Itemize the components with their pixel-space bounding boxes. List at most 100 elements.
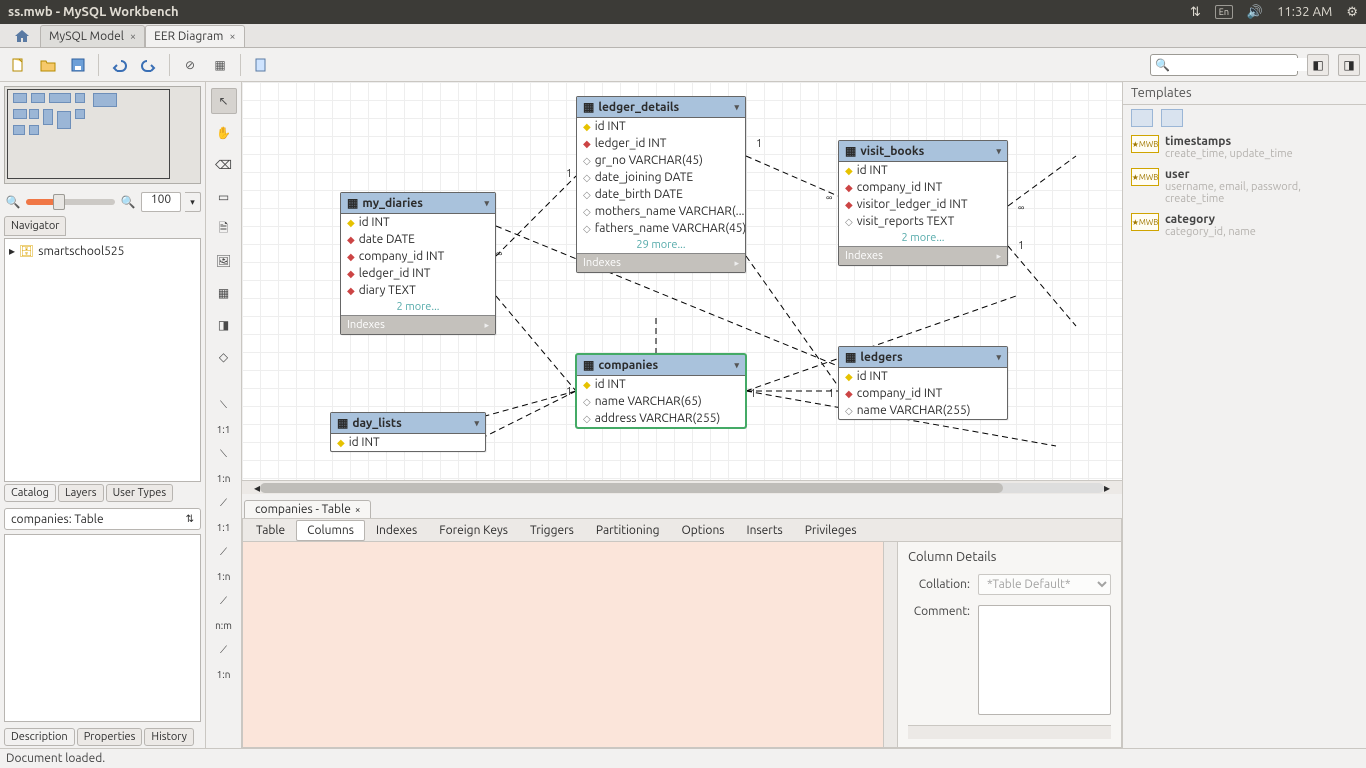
clock[interactable]: 11:32 AM [1277, 5, 1332, 19]
tab-usertypes[interactable]: User Types [106, 484, 174, 502]
tool-view[interactable]: ◨ [211, 312, 237, 338]
entity-column[interactable]: name VARCHAR(255) [839, 402, 1007, 419]
collapse-icon[interactable]: ▾ [734, 102, 739, 113]
entity-more[interactable]: 2 more... [341, 299, 495, 315]
entity-header[interactable]: ▦companies▾ [577, 355, 745, 376]
subtab-columns[interactable]: Columns [296, 520, 365, 541]
entity-column[interactable]: date_joining DATE [577, 169, 745, 186]
gear-icon[interactable]: ⚙ [1346, 5, 1358, 20]
tab-layers[interactable]: Layers [58, 484, 104, 502]
entity-indexes[interactable]: Indexes▸ [341, 315, 495, 334]
collapse-icon[interactable]: ▾ [734, 360, 739, 371]
open-file-button[interactable] [36, 53, 60, 77]
template-icon[interactable] [1161, 109, 1183, 127]
tab-mysql-model[interactable]: MySQL Model× [40, 25, 145, 47]
save-button[interactable] [66, 53, 90, 77]
entity-column[interactable]: ledger_id INT [341, 265, 495, 282]
tool-rel-11-id[interactable]: ⟋ [211, 490, 237, 516]
network-icon[interactable]: ⇅ [1190, 5, 1201, 20]
entity-column[interactable]: fathers_name VARCHAR(45) [577, 220, 745, 237]
entity-column[interactable]: diary TEXT [341, 282, 495, 299]
template-category[interactable]: ★MWBcategorycategory_id, name [1123, 209, 1366, 242]
entity-column[interactable]: company_id INT [839, 179, 1007, 196]
comment-textarea[interactable] [978, 605, 1111, 715]
subtab-foreign-keys[interactable]: Foreign Keys [428, 520, 519, 541]
grid-toggle-button[interactable]: ⊘ [178, 53, 202, 77]
tool-note[interactable]: 🗎 [211, 216, 237, 242]
volume-icon[interactable]: 🔊 [1247, 5, 1263, 20]
entity-column[interactable]: id INT [341, 214, 495, 231]
tab-description[interactable]: Description [4, 728, 75, 746]
template-icon[interactable] [1131, 109, 1153, 127]
tool-hand[interactable]: ✋ [211, 120, 237, 146]
property-selector[interactable]: companies: Table ⇅ [4, 508, 201, 530]
tool-layer[interactable]: ▭ [211, 184, 237, 210]
search-box[interactable]: 🔍 [1150, 54, 1298, 76]
entity-companies[interactable]: ▦companies▾id INTname VARCHAR(65)address… [576, 354, 746, 428]
entity-column[interactable]: company_id INT [341, 248, 495, 265]
columns-vscroll[interactable] [883, 542, 897, 747]
collapse-icon[interactable]: ▾ [996, 146, 1001, 157]
panel-toggle-right[interactable]: ◨ [1338, 54, 1360, 76]
template-timestamps[interactable]: ★MWBtimestampscreate_time, update_time [1123, 131, 1366, 164]
redo-button[interactable] [137, 53, 161, 77]
tool-rel-1n-nonid[interactable]: ⟋ [211, 637, 237, 663]
subtab-triggers[interactable]: Triggers [519, 520, 585, 541]
close-icon[interactable]: × [229, 31, 235, 43]
tool-routine[interactable]: ◇ [211, 344, 237, 370]
zoom-in-icon[interactable]: 🔍 [119, 193, 137, 211]
entity-column[interactable]: id INT [839, 162, 1007, 179]
tab-catalog[interactable]: Catalog [4, 484, 56, 502]
subtab-indexes[interactable]: Indexes [365, 520, 428, 541]
undo-button[interactable] [107, 53, 131, 77]
zoom-dropdown[interactable]: ▾ [185, 192, 201, 212]
collation-select[interactable]: *Table Default* [978, 574, 1111, 595]
search-input[interactable] [1170, 58, 1325, 71]
entity-header[interactable]: ▦ledgers▾ [839, 347, 1007, 368]
minimap[interactable] [4, 86, 201, 184]
entity-column[interactable]: address VARCHAR(255) [577, 410, 745, 427]
entity-day_lists[interactable]: ▦day_lists▾id INT [330, 412, 486, 452]
tool-rel-1n-id[interactable]: ⟋ [211, 539, 237, 565]
tool-image[interactable]: 🖼 [211, 248, 237, 274]
home-tab[interactable] [4, 25, 40, 47]
detail-tab-companies[interactable]: companies - Table × [244, 500, 371, 518]
entity-more[interactable]: 2 more... [839, 230, 1007, 246]
entity-header[interactable]: ▦day_lists▾ [331, 413, 485, 434]
template-user[interactable]: ★MWBuserusername, email, password, creat… [1123, 164, 1366, 209]
entity-column[interactable]: gr_no VARCHAR(45) [577, 152, 745, 169]
tab-eer-diagram[interactable]: EER Diagram× [145, 25, 244, 47]
subtab-partitioning[interactable]: Partitioning [585, 520, 671, 541]
entity-column[interactable]: id INT [577, 118, 745, 135]
tool-table[interactable]: ▦ [211, 280, 237, 306]
tool-pointer[interactable]: ↖ [211, 88, 237, 114]
tool-rel-1n[interactable]: ⟍ [211, 441, 237, 467]
entity-column[interactable]: id INT [577, 376, 745, 393]
close-icon[interactable]: × [355, 504, 361, 515]
entity-visit_books[interactable]: ▦visit_books▾id INTcompany_id INTvisitor… [838, 140, 1008, 266]
coldet-hscroll[interactable] [908, 725, 1111, 739]
entity-column[interactable]: visit_reports TEXT [839, 213, 1007, 230]
tab-history[interactable]: History [144, 728, 194, 746]
subtab-inserts[interactable]: Inserts [736, 520, 794, 541]
entity-column[interactable]: date_birth DATE [577, 186, 745, 203]
close-icon[interactable]: × [130, 31, 136, 43]
entity-ledger_details[interactable]: ▦ledger_details▾id INTledger_id INTgr_no… [576, 96, 746, 273]
entity-header[interactable]: ▦my_diaries▾ [341, 193, 495, 214]
tool-eraser[interactable]: ⌫ [211, 152, 237, 178]
collapse-icon[interactable]: ▾ [996, 352, 1001, 363]
panel-toggle-left[interactable]: ◧ [1307, 54, 1329, 76]
entity-column[interactable]: id INT [331, 434, 485, 451]
columns-grid[interactable] [243, 542, 883, 747]
entity-ledgers[interactable]: ▦ledgers▾id INTcompany_id INTname VARCHA… [838, 346, 1008, 420]
entity-column[interactable]: date DATE [341, 231, 495, 248]
canvas-scrollbar-h[interactable]: ◂▸ [242, 480, 1122, 494]
entity-column[interactable]: name VARCHAR(65) [577, 393, 745, 410]
zoom-slider[interactable] [26, 199, 115, 205]
entity-indexes[interactable]: Indexes▸ [839, 246, 1007, 265]
tool-rel-nm[interactable]: ⟋ [211, 588, 237, 614]
entity-header[interactable]: ▦ledger_details▾ [577, 97, 745, 118]
entity-column[interactable]: ledger_id INT [577, 135, 745, 152]
entity-my_diaries[interactable]: ▦my_diaries▾id INTdate DATEcompany_id IN… [340, 192, 496, 335]
new-file-button[interactable] [6, 53, 30, 77]
